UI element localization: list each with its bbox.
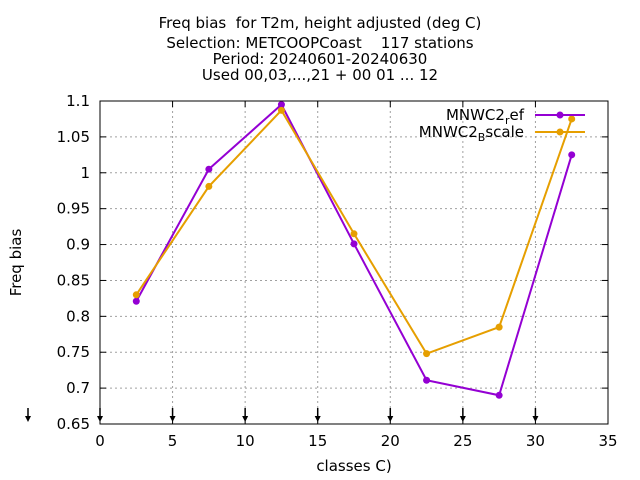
grid [100,101,608,424]
x-tick-label: 20 [381,432,400,450]
y-tick-label: 0.9 [66,236,90,254]
y-tick-label: 0.7 [66,379,90,397]
chart-title-line-3: Period: 20240601-20240630 [212,50,428,68]
baseline-arrows [25,408,539,422]
data-point [205,182,213,190]
data-point [495,391,503,399]
chart-title-line-4: Used 00,03,...,21 + 00 01 ... 12 [201,66,439,84]
legend-marker [556,128,564,136]
data-point [132,291,140,299]
plot-frame [99,100,609,425]
y-tick-label: 0.8 [66,307,90,325]
y-tick-label: 0.95 [57,200,90,218]
series-group [132,101,576,399]
y-tick-label: 1 [80,164,90,182]
arrow-head [459,416,466,422]
chart-title-line-1: Freq bias for T2m, height adjusted (deg … [158,14,482,32]
data-point [205,165,213,173]
data-point [277,101,285,109]
y-tick-label: 0.65 [57,415,90,433]
data-point [495,323,503,331]
x-tick-label: 25 [453,432,472,450]
data-point [568,151,576,159]
y-tick-label: 0.85 [57,271,90,289]
arrow-head [169,416,176,422]
axis-ticks: 0 5 10 15 20 25 30 35 0.65 0.7 0.75 0.8 0.85 0.9 0.95 1… [57,92,618,450]
legend-marker [556,111,564,119]
arrow-head [25,416,31,422]
data-point [350,240,358,248]
x-tick-label: 15 [308,432,327,450]
arrow-head [314,416,321,422]
data-point [423,376,431,384]
y-tick-label: 0.75 [57,343,90,361]
legend-label: MNWC2ref [446,106,525,127]
data-point [350,230,358,238]
y-axis-label: Freq bias [7,229,25,297]
arrow-head [387,416,394,422]
x-tick-label: 0 [95,432,105,450]
chart-title-line-2: Selection: METCOOPCoast 117 stations [166,34,474,52]
y-tick-label: 1.05 [57,128,90,146]
y-tick-label: 1.1 [66,92,90,110]
x-tick-label: 5 [168,432,178,450]
x-tick-label: 30 [526,432,545,450]
legend-label: MNWC2Bscale [419,123,524,144]
data-point [277,106,285,114]
arrow-head [242,416,249,422]
x-axis-label: classes C) [316,457,391,475]
data-point [423,350,431,358]
x-tick-label: 10 [236,432,255,450]
series-line-1 [135,102,573,397]
x-tick-label: 35 [598,432,617,450]
data-point [132,297,140,305]
data-point [568,115,576,123]
arrow-head [532,416,539,422]
